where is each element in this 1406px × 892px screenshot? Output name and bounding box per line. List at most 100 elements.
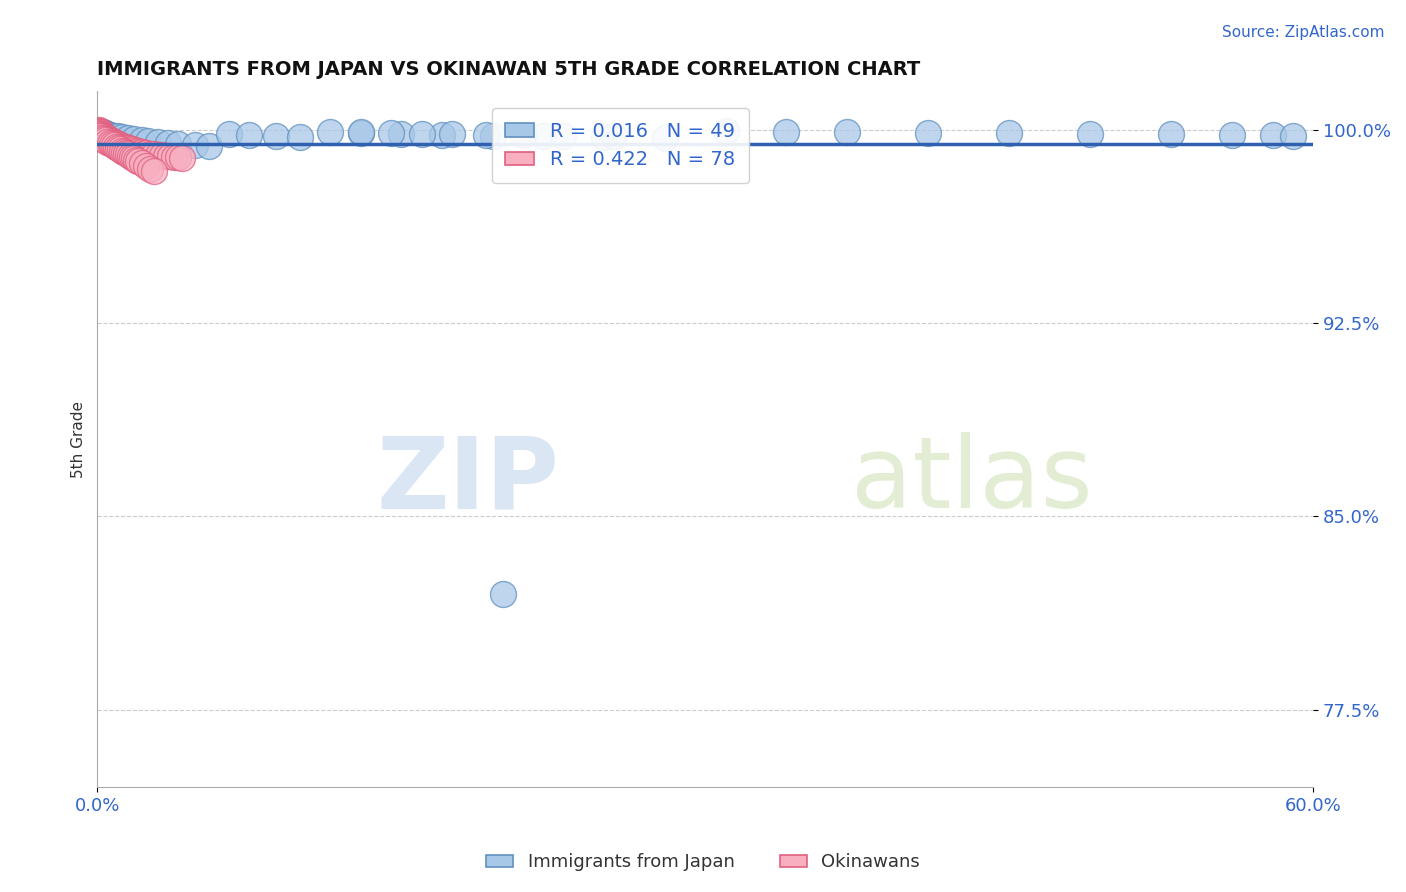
Point (125, 144, 148, 158)
Point (93, 126, 115, 140)
Point (430, 128, 453, 142)
Point (143, 164, 166, 178)
Point (146, 147, 169, 161)
Point (155, 149, 177, 163)
Point (139, 146, 162, 161)
Point (96, 132, 118, 146)
Point (319, 126, 342, 140)
Point (93, 128, 115, 143)
Point (107, 137, 129, 152)
Point (118, 149, 141, 163)
Point (593, 130, 616, 145)
Point (136, 134, 159, 148)
Point (108, 138, 131, 153)
Point (93, 128, 115, 142)
Point (104, 139, 127, 153)
Point (380, 126, 402, 140)
Point (89, 124, 111, 138)
Point (131, 145, 153, 159)
Text: ZIP: ZIP (377, 433, 560, 529)
Point (121, 143, 143, 157)
Point (603, 129, 626, 144)
Point (90, 127, 112, 141)
Point (512, 128, 534, 142)
Point (481, 128, 503, 143)
Text: atlas: atlas (851, 433, 1092, 529)
Point (350, 126, 373, 140)
Point (90, 126, 112, 140)
Point (107, 141, 129, 155)
Point (103, 136, 125, 150)
Point (1282, 128, 1305, 143)
Point (167, 136, 190, 151)
Point (89, 124, 111, 138)
Point (172, 151, 194, 165)
Point (654, 131, 676, 145)
Point (89, 123, 111, 137)
Point (94, 130, 117, 145)
Point (131, 156, 153, 170)
Point (96, 131, 118, 145)
Point (131, 133, 153, 147)
Point (132, 145, 155, 160)
Point (135, 159, 157, 173)
Point (89, 125, 111, 139)
Point (1261, 128, 1284, 143)
Point (94, 129, 117, 144)
Point (93, 132, 115, 146)
Point (108, 142, 131, 156)
Point (112, 145, 135, 159)
Point (1080, 127, 1102, 141)
Point (218, 128, 240, 142)
Point (917, 126, 939, 140)
Point (98, 134, 121, 148)
Point (103, 128, 125, 143)
Point (167, 150, 190, 164)
Point (93, 129, 115, 144)
Point (96, 127, 118, 141)
Point (1220, 128, 1243, 142)
Point (104, 136, 127, 151)
Point (89, 129, 111, 144)
Point (89, 124, 111, 138)
Text: Source: ZipAtlas.com: Source: ZipAtlas.com (1222, 25, 1385, 40)
Point (100, 134, 122, 148)
Point (112, 140, 135, 154)
Point (198, 139, 221, 153)
Point (143, 147, 166, 161)
Point (117, 141, 139, 155)
Point (90, 127, 112, 141)
Point (90, 125, 112, 139)
Point (103, 138, 125, 153)
Point (288, 129, 311, 144)
Point (264, 128, 287, 143)
Y-axis label: 5th Grade: 5th Grade (72, 401, 86, 477)
Point (111, 130, 134, 145)
Point (157, 136, 180, 150)
Point (150, 148, 173, 162)
Point (837, 125, 859, 139)
Point (104, 136, 127, 151)
Point (93, 128, 115, 142)
Point (111, 139, 134, 153)
Point (122, 151, 145, 165)
Point (107, 129, 129, 144)
Point (183, 137, 205, 152)
Point (90, 130, 112, 145)
Point (94, 133, 117, 147)
Point (998, 126, 1021, 140)
Point (103, 136, 125, 150)
Legend: Immigrants from Japan, Okinawans: Immigrants from Japan, Okinawans (479, 847, 927, 879)
Point (553, 128, 575, 143)
Point (492, 586, 515, 600)
Point (129, 145, 152, 159)
Point (531, 129, 554, 144)
Point (163, 150, 186, 164)
Point (96, 131, 118, 145)
Point (107, 137, 129, 152)
Point (111, 139, 134, 153)
Point (98, 128, 121, 142)
Point (98, 133, 121, 147)
Point (139, 161, 162, 176)
Point (1160, 128, 1182, 142)
